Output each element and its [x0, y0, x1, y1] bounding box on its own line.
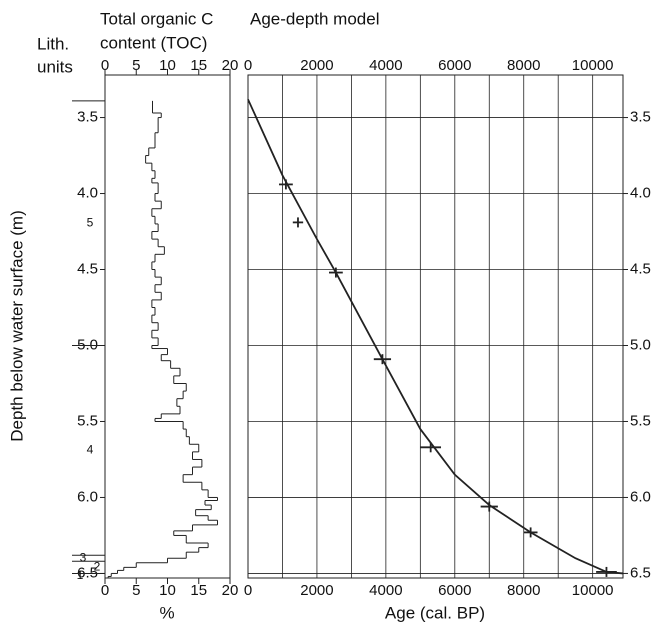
x-tick-label-bottom: 4000 [369, 582, 402, 599]
lith-subtitle: units [37, 57, 73, 76]
x-tick-label-bottom: 6000 [438, 582, 471, 599]
x-tick-label-top: 2000 [300, 57, 333, 74]
lith-title: Lith. [37, 34, 69, 53]
y-tick-label-right: 6.5 [630, 564, 651, 581]
x-tick-label-top: 8000 [507, 57, 540, 74]
y-tick-label: 5.5 [77, 412, 98, 429]
x-tick-label-top: 10000 [572, 57, 614, 74]
toc-x-label: % [159, 603, 174, 622]
unit-label: 1 [77, 568, 84, 582]
y-tick-label: 5.0 [77, 336, 98, 353]
x-tick-label-top: 5 [132, 57, 140, 74]
unit-label: 3 [80, 550, 87, 564]
toc-subtitle: content (TOC) [100, 33, 207, 52]
x-tick-label-top: 4000 [369, 57, 402, 74]
age-title: Age-depth model [250, 9, 379, 28]
x-tick-label-top: 15 [190, 57, 207, 74]
toc-title: Total organic C [100, 9, 213, 28]
x-tick-label-bottom: 8000 [507, 582, 540, 599]
x-tick-label-top: 0 [244, 57, 252, 74]
x-tick-label-top: 10 [159, 57, 176, 74]
y-tick-label: 6.0 [77, 488, 98, 505]
age-x-label: Age (cal. BP) [385, 603, 485, 622]
x-tick-label-top: 0 [101, 57, 109, 74]
unit-label: 2 [94, 560, 101, 574]
x-tick-label-bottom: 0 [101, 582, 109, 599]
y-tick-label-right: 3.5 [630, 109, 651, 126]
unit-label: 4 [87, 443, 94, 457]
x-tick-label-bottom: 0 [244, 582, 252, 599]
x-tick-label-top: 20 [222, 57, 239, 74]
y-axis-label: Depth below water surface (m) [7, 210, 26, 441]
y-tick-label: 4.0 [77, 185, 98, 202]
x-tick-label-bottom: 5 [132, 582, 140, 599]
x-tick-label-bottom: 20 [222, 582, 239, 599]
x-tick-label-top: 6000 [438, 57, 471, 74]
y-tick-label: 6.5 [77, 564, 98, 581]
x-tick-label-bottom: 15 [190, 582, 207, 599]
y-tick-label-right: 4.5 [630, 260, 651, 277]
y-tick-label-right: 5.5 [630, 412, 651, 429]
y-tick-label: 3.5 [77, 109, 98, 126]
x-tick-label-bottom: 10000 [572, 582, 614, 599]
age-frame [247, 74, 624, 579]
toc-frame [104, 74, 231, 579]
y-tick-label-right: 4.0 [630, 185, 651, 202]
y-tick-label: 4.5 [77, 260, 98, 277]
x-tick-label-bottom: 2000 [300, 582, 333, 599]
y-tick-label-right: 6.0 [630, 488, 651, 505]
y-tick-label-right: 5.0 [630, 336, 651, 353]
age-curve [247, 98, 624, 575]
x-tick-label-bottom: 10 [159, 582, 176, 599]
unit-label: 5 [87, 215, 94, 229]
